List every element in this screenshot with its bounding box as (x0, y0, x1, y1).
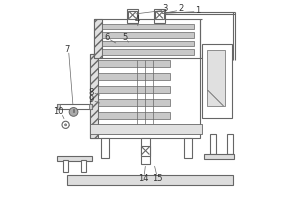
Bar (94, 19, 102, 58)
Bar (57, 156, 92, 161)
Text: 8: 8 (88, 88, 94, 97)
Bar (207, 50, 226, 106)
Bar (67, 175, 233, 185)
Bar (82, 160, 86, 172)
Bar (155, 11, 164, 19)
Bar (210, 134, 215, 154)
Text: 9: 9 (88, 95, 93, 104)
Bar (202, 44, 233, 118)
Bar (98, 112, 170, 119)
Bar (141, 146, 151, 156)
Bar (128, 11, 137, 19)
Bar (184, 138, 192, 158)
Bar (204, 154, 234, 159)
Bar (102, 49, 194, 55)
Circle shape (69, 108, 78, 116)
Bar (94, 19, 200, 58)
Circle shape (62, 121, 69, 128)
Text: 15: 15 (152, 174, 163, 183)
Bar (102, 32, 194, 38)
Bar (154, 9, 165, 23)
Bar (227, 134, 233, 154)
Bar (73, 109, 74, 112)
Circle shape (64, 124, 67, 126)
Text: 2: 2 (178, 4, 183, 13)
Bar (89, 104, 92, 109)
Bar (127, 9, 138, 23)
Text: 14: 14 (138, 174, 149, 183)
Bar (98, 73, 170, 80)
Bar (90, 54, 200, 138)
Text: 6: 6 (105, 33, 110, 42)
Text: 5: 5 (122, 33, 128, 42)
Bar (98, 86, 170, 93)
Bar (101, 138, 109, 158)
Bar (141, 138, 150, 164)
Bar (102, 41, 194, 46)
Bar (98, 99, 170, 106)
Text: 7: 7 (64, 45, 70, 54)
Bar (63, 160, 68, 172)
Bar (90, 124, 202, 134)
Bar (98, 60, 170, 67)
Bar (57, 104, 60, 109)
Text: 10: 10 (53, 107, 64, 116)
Bar (90, 54, 98, 138)
Text: 3: 3 (162, 4, 168, 13)
Bar (102, 24, 194, 29)
Bar (57, 104, 92, 109)
Text: 1: 1 (195, 6, 200, 15)
Text: 4: 4 (134, 15, 140, 24)
